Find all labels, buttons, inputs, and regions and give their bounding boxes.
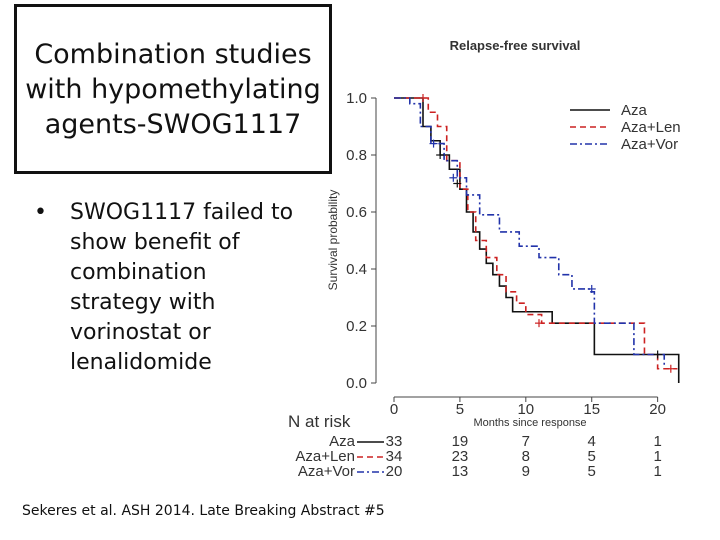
censor-mark [666, 364, 675, 373]
y-tick-label: 0.6 [346, 204, 367, 221]
y-tick-label: 0.4 [346, 261, 367, 278]
risk-count: 9 [522, 463, 530, 480]
legend-item: Aza [570, 102, 648, 119]
risk-count: 7 [522, 433, 530, 450]
risk-count: 5 [588, 448, 596, 465]
risk-row-label: Aza+Vor [298, 463, 355, 480]
risk-count: 20 [386, 463, 403, 480]
series-lines [394, 94, 680, 383]
censor-mark [587, 284, 596, 293]
risk-count: 1 [653, 463, 661, 480]
legend-item: Aza+Vor [570, 136, 678, 153]
censor-mark [453, 179, 462, 188]
x-axis-label: Months since response [473, 417, 586, 429]
legend-label: Aza+Len [621, 119, 681, 136]
legend-label: Aza [621, 102, 648, 119]
series-line-aza-len [394, 97, 678, 370]
censor-mark [419, 94, 427, 102]
censor-mark [449, 173, 458, 182]
citation: Sekeres et al. ASH 2014. Late Breaking A… [22, 503, 385, 519]
risk-count: 5 [588, 463, 596, 480]
risk-table-label: N at risk [288, 412, 351, 431]
title-box: Combination studies with hypomethylating… [14, 4, 332, 174]
legend-label: Aza+Vor [621, 136, 678, 153]
risk-count: 13 [452, 463, 469, 480]
bullet-dot-icon: • [34, 200, 47, 225]
risk-count: 1 [653, 433, 661, 450]
x-tick-label: 5 [456, 401, 464, 418]
series-line-aza [394, 97, 680, 383]
chart-title: Relapse-free survival [450, 38, 581, 53]
x-tick-label: 0 [390, 401, 398, 418]
bullet-text: SWOG1117 failed to show benefit of combi… [70, 200, 294, 375]
risk-count: 8 [522, 448, 530, 465]
y-tick-label: 0.0 [346, 375, 367, 392]
risk-count: 1 [653, 448, 661, 465]
legend-item: Aza+Len [570, 119, 681, 136]
risk-count: 4 [588, 433, 596, 450]
y-axis-label: Survival probability [326, 190, 340, 291]
censor-mark [535, 319, 543, 328]
slide-title: Combination studies with hypomethylating… [25, 38, 321, 140]
bullet-item: • SWOG1117 failed to show benefit of com… [34, 198, 294, 378]
x-tick-label: 10 [517, 401, 534, 418]
risk-count: 23 [452, 448, 469, 465]
risk-count: 34 [386, 448, 403, 465]
bullet-list: • SWOG1117 failed to show benefit of com… [34, 198, 294, 378]
series-line-aza-vor [394, 97, 666, 366]
censor-mark [653, 350, 662, 359]
y-tick-label: 0.2 [346, 318, 367, 335]
y-tick-label: 1.0 [346, 90, 367, 107]
risk-count: 33 [386, 433, 403, 450]
x-tick-label: 20 [649, 401, 666, 418]
censor-mark [429, 139, 438, 148]
risk-count: 19 [452, 433, 469, 450]
x-tick-label: 15 [583, 401, 600, 418]
risk-row-label: Aza+Len [295, 448, 355, 465]
y-tick-label: 0.8 [346, 147, 367, 164]
axes: 0.0 0.2 0.4 0.6 0.8 1.0 0 5 10 15 20 [346, 90, 666, 418]
risk-row-label: Aza [329, 433, 356, 450]
censor-mark [436, 151, 445, 159]
